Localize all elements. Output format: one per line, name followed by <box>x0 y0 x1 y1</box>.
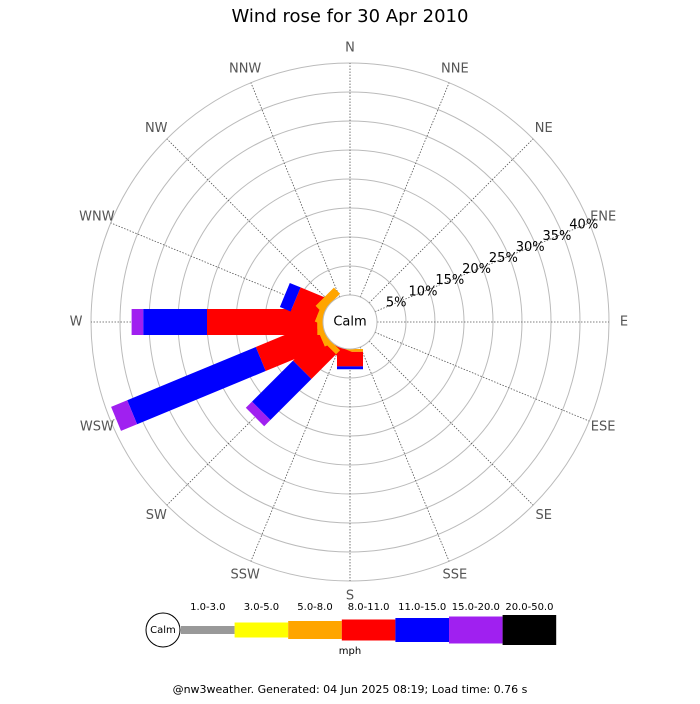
r-tick-label: 40% <box>569 218 598 233</box>
r-tick-label: 15% <box>435 273 464 288</box>
direction-label: NW <box>145 121 168 136</box>
direction-label: SW <box>146 508 167 523</box>
direction-label: SSW <box>230 568 260 583</box>
legend-swatch <box>449 616 503 644</box>
spoke <box>166 340 332 506</box>
r-tick-label: 5% <box>386 295 407 310</box>
direction-label: SE <box>536 508 552 523</box>
spoke <box>368 340 534 506</box>
chart-title: Wind rose for 30 Apr 2010 <box>232 6 469 27</box>
bar-segment <box>337 366 363 370</box>
grid-ring <box>119 91 581 553</box>
bar-segment <box>143 309 207 335</box>
bar-segment <box>207 309 318 335</box>
bar-segment <box>245 401 271 427</box>
bar-segment <box>127 347 266 425</box>
spoke <box>250 82 341 298</box>
spoke <box>374 331 590 422</box>
bar-segment <box>293 336 336 379</box>
direction-label: SSE <box>442 568 467 583</box>
bar-segment <box>111 400 138 431</box>
direction-label: NNW <box>229 61 261 76</box>
r-tick-label: 30% <box>516 240 545 255</box>
bar-segment <box>131 309 144 335</box>
bar-segment <box>315 287 341 313</box>
spoke <box>359 346 450 562</box>
legend-swatch <box>502 615 557 645</box>
calm-circle <box>322 294 378 350</box>
direction-label: E <box>620 315 628 330</box>
legend-swatch <box>234 622 289 638</box>
legend-swatch <box>288 621 342 639</box>
r-tick-label: 25% <box>489 251 518 266</box>
direction-label: NNE <box>441 61 469 76</box>
bar-segment <box>279 283 301 312</box>
legend-label: 8.0-11.0 <box>348 602 390 613</box>
direction-label: WSW <box>80 419 114 434</box>
direction-label: ENE <box>590 210 616 225</box>
footer: @nw3weather. Generated: 04 Jun 2025 08:1… <box>173 683 528 696</box>
direction-label: N <box>345 41 355 56</box>
bar-segment <box>290 287 325 322</box>
r-tick-label: 20% <box>462 262 491 277</box>
legend-label: 15.0-20.0 <box>452 602 500 613</box>
legend-label: 20.0-50.0 <box>505 602 553 613</box>
direction-label: S <box>346 589 354 604</box>
legend-label: 5.0-8.0 <box>297 602 332 613</box>
spoke <box>110 222 326 313</box>
spoke <box>374 222 590 313</box>
legend-label: 11.0-15.0 <box>398 602 446 613</box>
calm-label: Calm <box>333 315 366 330</box>
legend-calm-label: Calm <box>150 625 176 636</box>
legend-label: 3.0-5.0 <box>244 602 279 613</box>
r-tick-label: 35% <box>542 229 571 244</box>
r-tick-label: 10% <box>409 284 438 299</box>
bar-segment <box>252 360 312 420</box>
direction-label: ESE <box>591 419 616 434</box>
direction-label: W <box>70 315 83 330</box>
legend-swatch <box>395 618 449 642</box>
direction-label: NE <box>535 121 553 136</box>
spoke <box>166 138 332 304</box>
legend-unit: mph <box>339 646 361 657</box>
legend-calm <box>145 612 181 648</box>
spoke <box>250 346 341 562</box>
spoke <box>359 82 450 298</box>
spoke <box>368 138 534 304</box>
legend-swatch <box>341 619 396 641</box>
legend-swatch <box>181 626 235 634</box>
legend-label: 1.0-3.0 <box>190 602 225 613</box>
direction-label: WNW <box>79 210 115 225</box>
